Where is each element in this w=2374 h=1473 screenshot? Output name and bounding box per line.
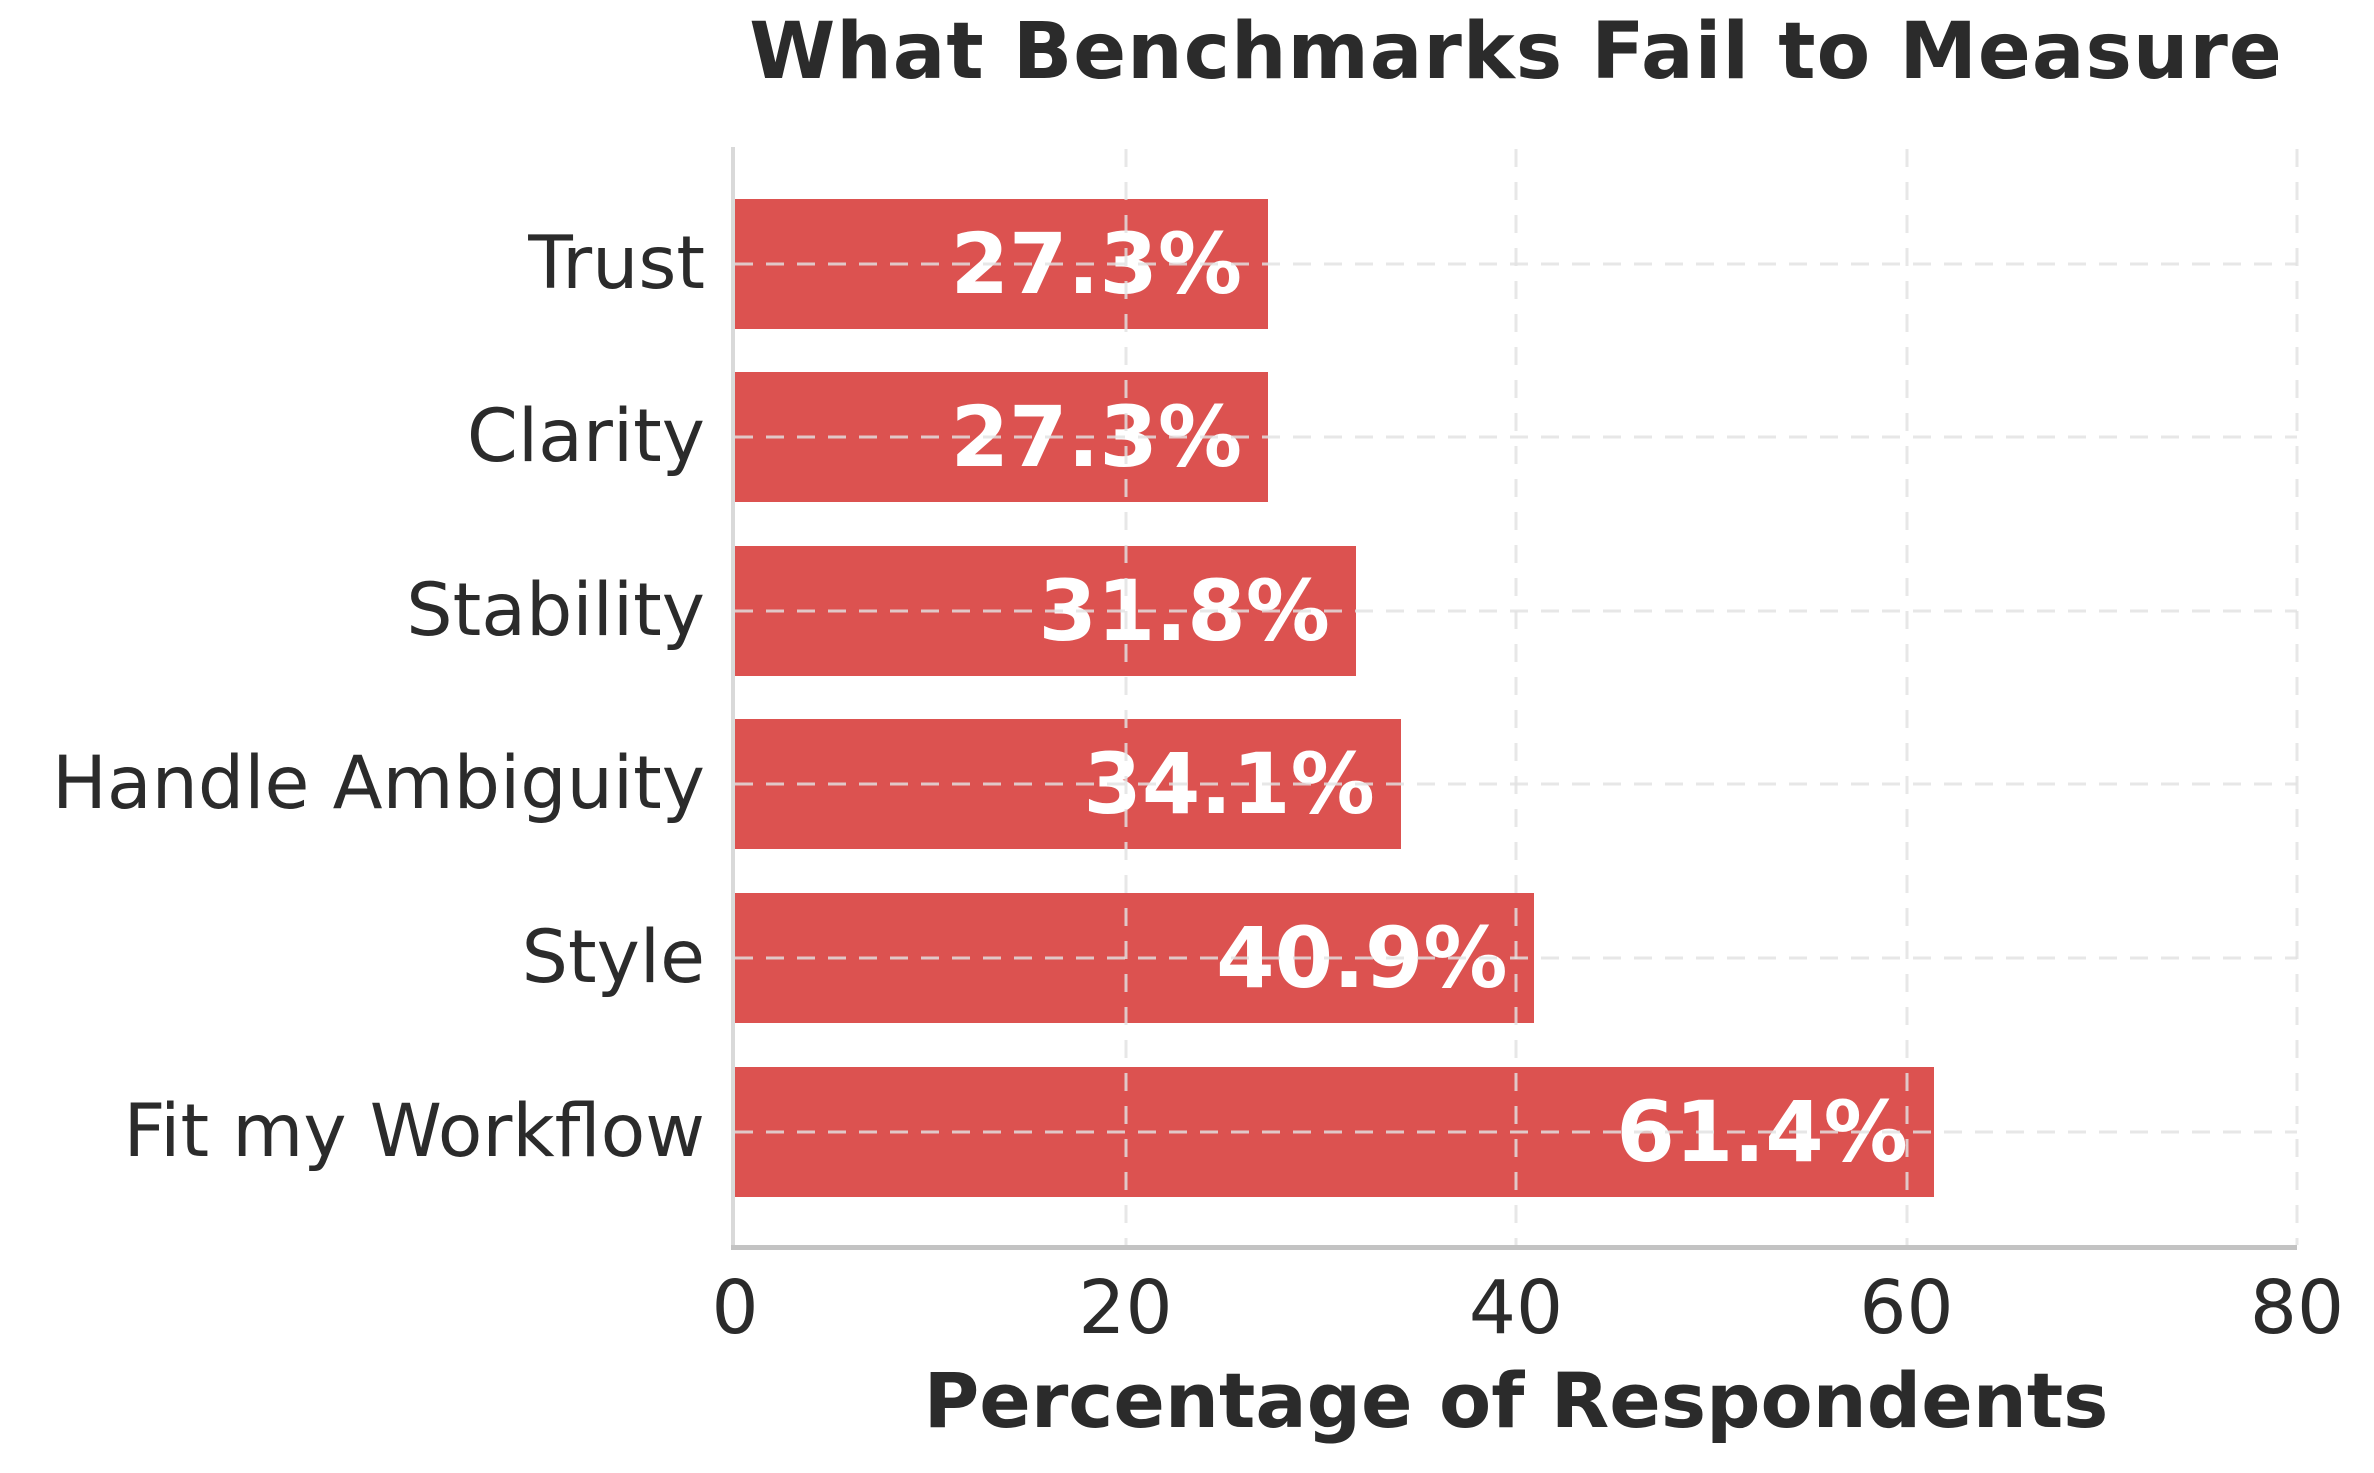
v-gridline-40 bbox=[1514, 147, 1518, 1245]
v-gridline-60 bbox=[1905, 147, 1908, 1245]
x-tick-label-40: 40 bbox=[1468, 1265, 1564, 1351]
y-axis-spine bbox=[731, 147, 735, 1245]
plot-area: 27.3% 27.3% 31.8% 34.1% 40.9% 61.4% bbox=[731, 147, 2299, 1250]
category-label-handle-ambiguity: Handle Ambiguity bbox=[51, 741, 705, 827]
v-gridline-20 bbox=[1124, 147, 1127, 1245]
chart-title: What Benchmarks Fail to Measure bbox=[749, 7, 2283, 97]
y-axis-category-labels: Trust Clarity Stability Handle Ambiguity Sty… bbox=[0, 147, 705, 1245]
category-label-trust: Trust bbox=[528, 220, 705, 306]
x-axis-spine bbox=[731, 1245, 2297, 1250]
v-gridline-80 bbox=[2295, 147, 2299, 1245]
x-axis-title: Percentage of Respondents bbox=[923, 1356, 2109, 1445]
x-tick-label-60: 60 bbox=[1859, 1265, 1954, 1351]
x-axis-tick-labels: 0 20 40 60 80 bbox=[711, 1252, 2344, 1364]
category-label-fit-my-workflow: Fit my Workflow bbox=[123, 1088, 705, 1174]
category-label-style: Style bbox=[521, 914, 705, 1000]
x-tick-label-20: 20 bbox=[1078, 1265, 1173, 1351]
x-tick-label-80: 80 bbox=[2249, 1265, 2345, 1351]
category-label-clarity: Clarity bbox=[466, 394, 705, 480]
category-label-stability: Stability bbox=[406, 567, 705, 653]
x-tick-label-0: 0 bbox=[711, 1265, 759, 1351]
